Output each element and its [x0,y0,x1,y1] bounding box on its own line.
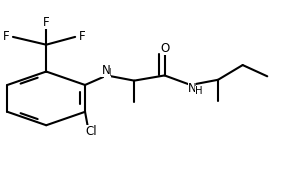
Text: H: H [104,68,111,78]
Text: O: O [160,42,169,55]
Text: Cl: Cl [85,125,97,138]
Text: N: N [188,82,197,95]
Text: F: F [43,16,50,29]
Text: F: F [2,30,9,43]
Text: N: N [102,64,110,77]
Text: H: H [195,86,202,96]
Text: F: F [79,30,86,43]
